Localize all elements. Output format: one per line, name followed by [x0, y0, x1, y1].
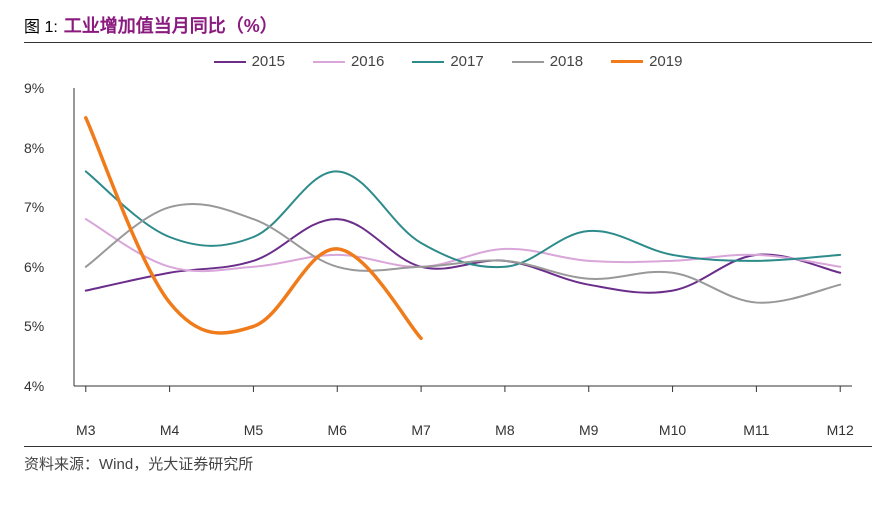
legend-label: 2016	[351, 53, 384, 70]
legend-swatch	[512, 61, 544, 63]
y-axis-label: 5%	[24, 318, 44, 334]
source-text: Wind，光大证券研究所	[99, 456, 253, 473]
legend-label: 2017	[450, 53, 483, 70]
x-axis-label: M10	[659, 422, 686, 438]
chart-plot-area	[68, 80, 858, 410]
x-axis-label: M12	[827, 422, 854, 438]
y-axis-label: 7%	[24, 199, 44, 215]
source-label: 资料来源：	[24, 456, 99, 473]
x-axis-label: M8	[495, 422, 514, 438]
x-axis-label: M9	[579, 422, 598, 438]
legend-item-2015: 2015	[214, 53, 285, 70]
x-axis-label: M4	[160, 422, 179, 438]
legend-item-2018: 2018	[512, 53, 583, 70]
legend-label: 2019	[649, 53, 682, 70]
x-axis-label: M5	[244, 422, 263, 438]
series-2019	[86, 118, 421, 339]
legend-item-2017: 2017	[412, 53, 483, 70]
legend-item-2019: 2019	[611, 53, 682, 70]
y-axis-label: 8%	[24, 140, 44, 156]
series-2017	[86, 171, 840, 267]
x-axis-label: M11	[743, 422, 769, 438]
legend-swatch	[214, 61, 246, 63]
y-axis-label: 4%	[24, 378, 44, 394]
legend-swatch	[313, 61, 345, 63]
x-axis-label: M7	[411, 422, 430, 438]
source-line: 资料来源：Wind，光大证券研究所	[24, 446, 872, 474]
figure-title: 工业增加值当月同比（%）	[64, 12, 278, 38]
legend-item-2016: 2016	[313, 53, 384, 70]
legend-label: 2018	[550, 53, 583, 70]
x-axis-label: M6	[328, 422, 347, 438]
legend-label: 2015	[252, 53, 285, 70]
y-axis-label: 9%	[24, 80, 44, 96]
chart-legend: 2015 2016 2017 2018 2019	[24, 53, 872, 70]
series-2018	[86, 204, 840, 303]
y-axis-label: 6%	[24, 259, 44, 275]
figure-header: 图 1: 工业增加值当月同比（%）	[24, 12, 872, 43]
line-chart: 4% 5% 6% 7% 8% 9% M3 M4 M5 M6 M7 M8 M9 M10 M11 M12	[24, 74, 872, 444]
x-axis-label: M3	[76, 422, 95, 438]
legend-swatch	[611, 60, 643, 63]
figure-number: 图 1:	[24, 13, 58, 37]
legend-swatch	[412, 61, 444, 63]
